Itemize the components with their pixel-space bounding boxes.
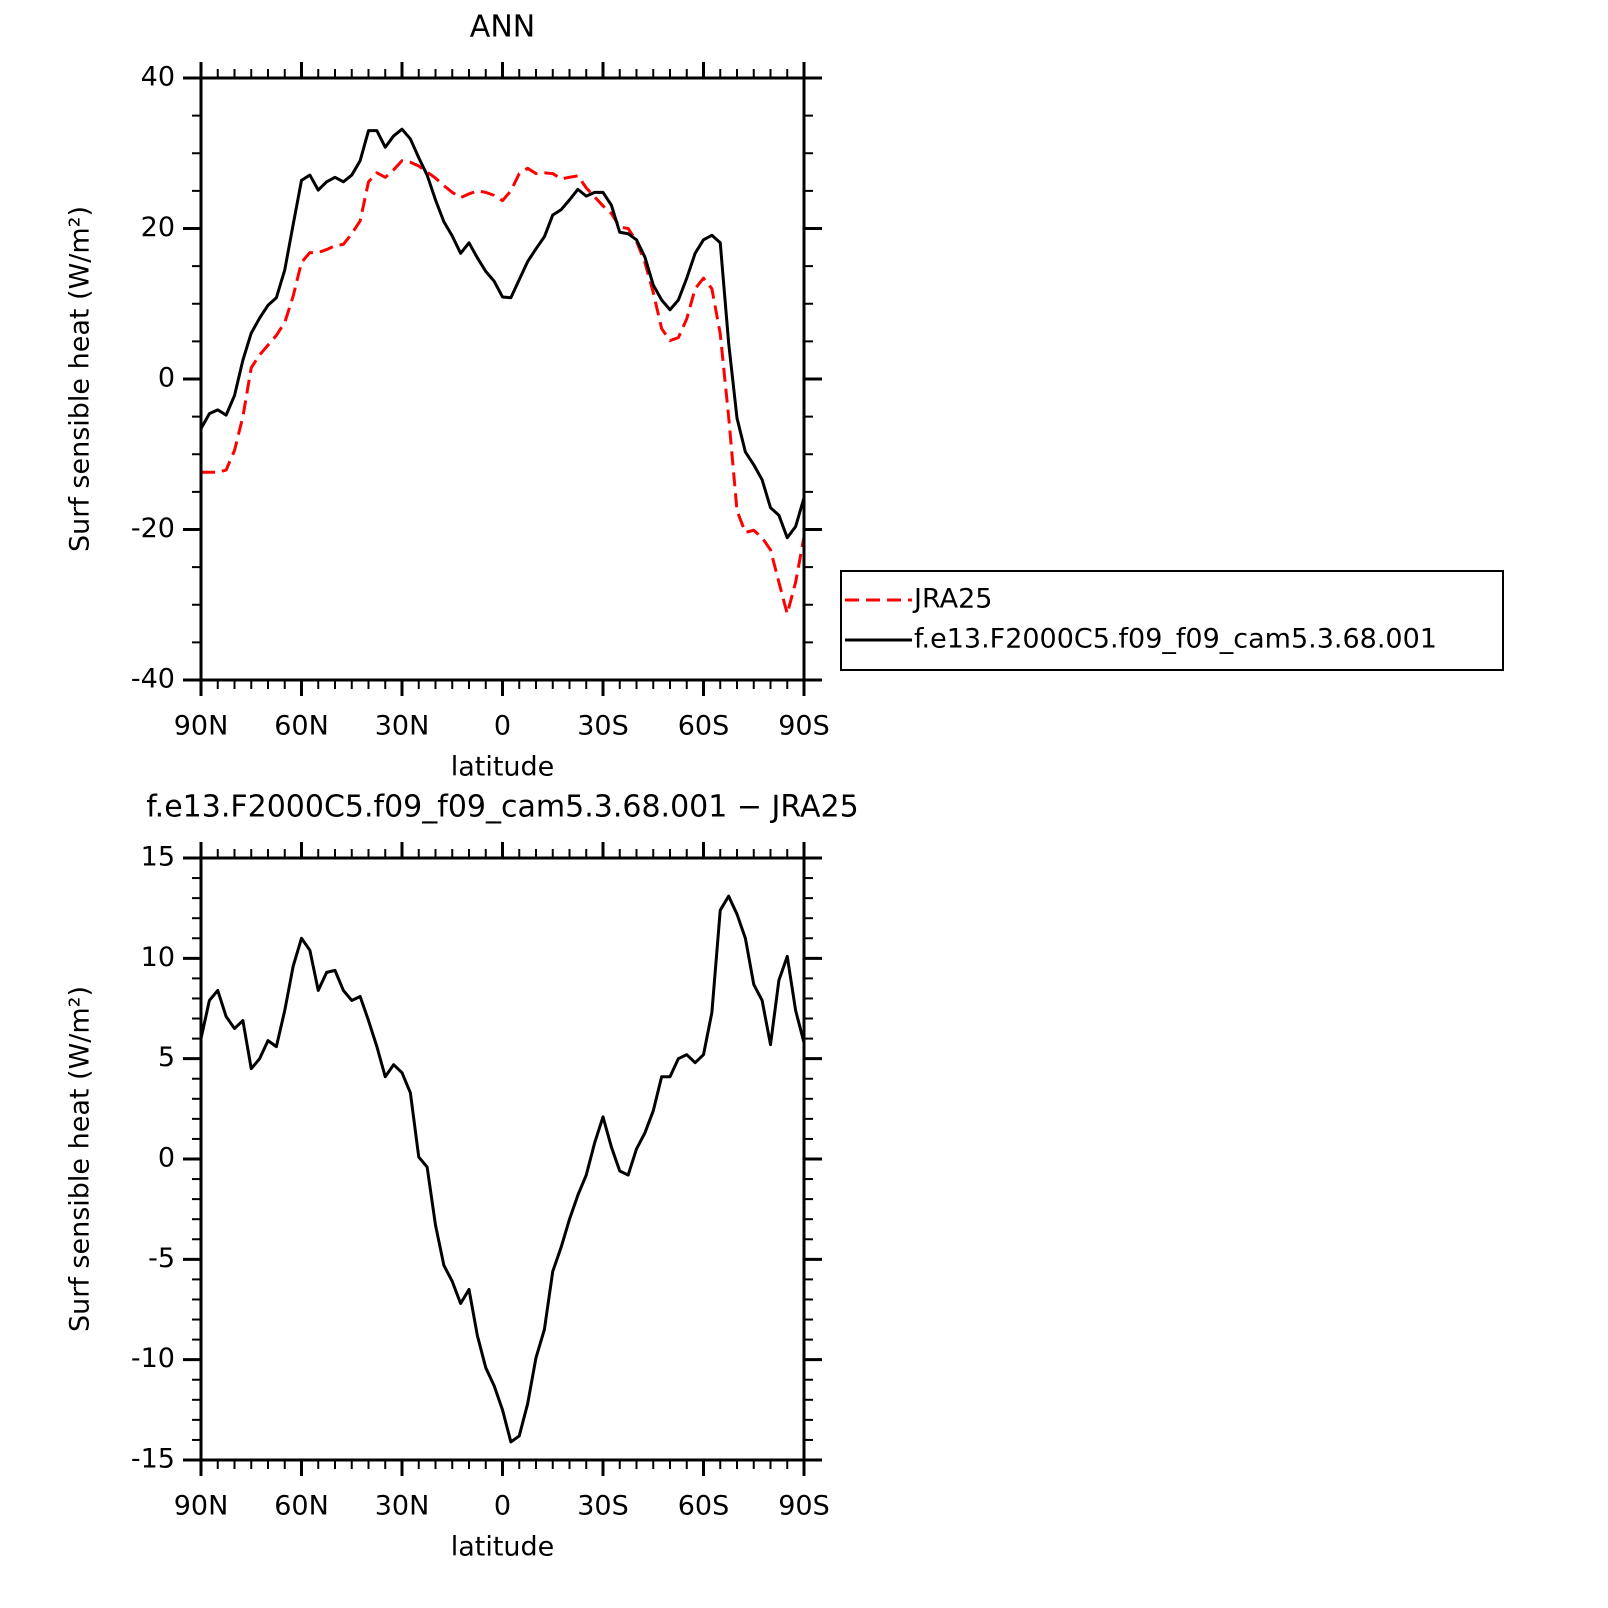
y-tick-label: 20 bbox=[141, 212, 175, 243]
y-tick-label: 5 bbox=[158, 1042, 175, 1073]
legend-label: JRA25 bbox=[912, 584, 992, 615]
x-tick-label: 60N bbox=[274, 711, 329, 742]
x-tick-label: 90S bbox=[778, 711, 830, 742]
data-line bbox=[199, 127, 806, 540]
data-line bbox=[199, 894, 806, 1444]
x-tick-label: 0 bbox=[494, 711, 511, 742]
y-tick-label: 40 bbox=[141, 62, 175, 93]
x-axis-label: latitude bbox=[451, 752, 555, 783]
y-tick-label: 10 bbox=[141, 942, 175, 973]
data-line bbox=[201, 159, 806, 616]
y-tick-label: 15 bbox=[141, 842, 175, 873]
x-tick-label: 90N bbox=[174, 711, 229, 742]
x-tick-label: 30N bbox=[375, 711, 430, 742]
legend-box bbox=[840, 570, 1504, 671]
plot-frame bbox=[199, 76, 806, 682]
y-tick-label: -15 bbox=[131, 1444, 175, 1475]
chart-title: f.e13.F2000C5.f09_f09_cam5.3.68.001 − JR… bbox=[146, 790, 858, 825]
x-tick-label: 60N bbox=[274, 1491, 329, 1522]
chart-title: ANN bbox=[470, 10, 535, 45]
y-tick-label: 0 bbox=[158, 1143, 175, 1174]
x-tick-label: 60S bbox=[678, 1491, 730, 1522]
legend-label: f.e13.F2000C5.f09_f09_cam5.3.68.001 bbox=[914, 624, 1437, 655]
x-tick-label: 30N bbox=[375, 1491, 430, 1522]
y-tick-label: -10 bbox=[131, 1343, 175, 1374]
x-tick-label: 90S bbox=[778, 1491, 830, 1522]
x-tick-label: 60S bbox=[678, 711, 730, 742]
y-tick-label: -20 bbox=[131, 513, 175, 544]
y-tick-label: -40 bbox=[131, 664, 175, 695]
y-axis-label: Surf sensible heat (W/m²) bbox=[65, 986, 96, 1332]
plot-frame bbox=[199, 856, 806, 1462]
x-tick-label: 30S bbox=[577, 1491, 629, 1522]
x-tick-label: 90N bbox=[174, 1491, 229, 1522]
y-axis-label: Surf sensible heat (W/m²) bbox=[65, 206, 96, 552]
y-tick-label: -5 bbox=[148, 1243, 175, 1274]
x-tick-label: 0 bbox=[494, 1491, 511, 1522]
x-tick-label: 30S bbox=[577, 711, 629, 742]
x-axis-label: latitude bbox=[451, 1532, 555, 1563]
y-tick-label: 0 bbox=[158, 363, 175, 394]
